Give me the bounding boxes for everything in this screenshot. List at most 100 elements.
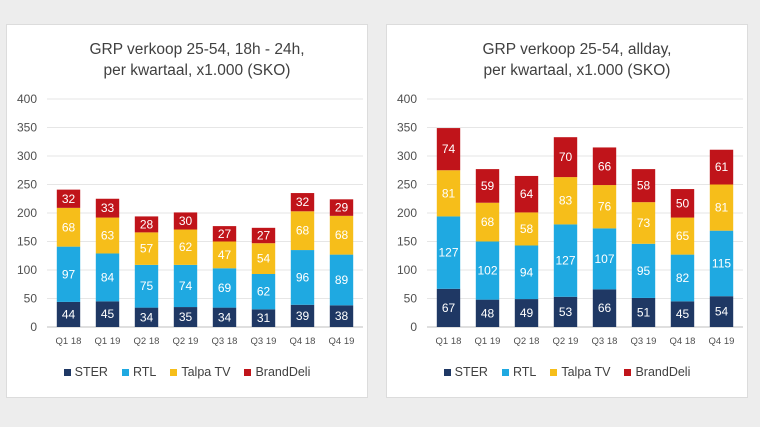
bar-segment bbox=[553, 177, 578, 225]
bar-segment bbox=[592, 228, 617, 290]
data-label: 67 bbox=[442, 301, 456, 315]
data-label: 89 bbox=[335, 273, 349, 287]
bar-segment bbox=[709, 296, 734, 327]
data-label: 115 bbox=[712, 256, 731, 270]
y-tick-label: 100 bbox=[397, 263, 417, 277]
bar-segment bbox=[56, 246, 81, 302]
data-label: 62 bbox=[257, 285, 271, 299]
x-tick-label: Q1 18 bbox=[436, 336, 462, 347]
x-tick-label: Q4 19 bbox=[329, 336, 355, 347]
bar-segment bbox=[670, 301, 695, 327]
data-label: 66 bbox=[598, 301, 612, 315]
y-tick-label: 300 bbox=[397, 149, 417, 163]
data-label: 68 bbox=[481, 215, 495, 229]
bar-segment bbox=[56, 301, 81, 327]
data-label: 61 bbox=[715, 160, 729, 174]
data-label: 81 bbox=[442, 186, 456, 200]
y-tick-label: 200 bbox=[397, 206, 417, 220]
bar-segment bbox=[95, 301, 120, 327]
data-label: 102 bbox=[477, 264, 497, 278]
bar-segment bbox=[329, 254, 354, 306]
data-label: 39 bbox=[296, 309, 310, 323]
legend-swatch bbox=[121, 368, 129, 376]
data-label: 31 bbox=[257, 311, 271, 325]
chart-title-line: GRP verkoop 25-54, allday, bbox=[482, 41, 672, 58]
data-label: 94 bbox=[520, 265, 534, 279]
x-tick-label: Q4 19 bbox=[709, 336, 735, 347]
chart-panel-left: GRP verkoop 25-54, 18h - 24h, per kwarta… bbox=[6, 24, 368, 398]
data-label: 83 bbox=[559, 194, 573, 208]
bar-segment bbox=[173, 307, 198, 327]
data-label: 54 bbox=[715, 305, 729, 319]
bar-segment bbox=[56, 189, 81, 208]
y-tick-label: 0 bbox=[410, 320, 417, 334]
x-tick-label: Q2 19 bbox=[173, 336, 199, 347]
bar-segment bbox=[514, 245, 539, 300]
chart-panel-right: GRP verkoop 25-54, allday, per kwartaal,… bbox=[386, 24, 748, 398]
chart-legend: STER RTL Talpa TV BrandDeli bbox=[7, 365, 367, 379]
data-label: 84 bbox=[101, 270, 115, 284]
data-label: 73 bbox=[637, 216, 651, 230]
bar-segment bbox=[514, 175, 539, 213]
data-label: 45 bbox=[101, 307, 115, 321]
bar-segment bbox=[436, 216, 461, 289]
data-label: 38 bbox=[335, 309, 349, 323]
data-label: 127 bbox=[555, 254, 575, 268]
data-label: 58 bbox=[520, 222, 534, 236]
legend-swatch bbox=[63, 368, 71, 376]
data-label: 70 bbox=[559, 150, 573, 164]
y-tick-label: 300 bbox=[17, 149, 37, 163]
data-label: 58 bbox=[637, 179, 651, 193]
legend-item-talpa: Talpa TV bbox=[550, 365, 610, 379]
x-tick-label: Q1 18 bbox=[56, 336, 82, 347]
data-label: 51 bbox=[637, 305, 651, 319]
bar-segment bbox=[436, 170, 461, 217]
x-tick-label: Q4 18 bbox=[290, 336, 316, 347]
chart-title: GRP verkoop 25-54, allday, per kwartaal,… bbox=[407, 39, 747, 81]
y-tick-label: 350 bbox=[397, 121, 417, 135]
bar-segment bbox=[514, 212, 539, 246]
bar-segment bbox=[329, 215, 354, 255]
data-label: 32 bbox=[296, 195, 310, 209]
bar-segment bbox=[553, 296, 578, 327]
data-label: 63 bbox=[101, 229, 115, 243]
legend-item-rtl: RTL bbox=[501, 365, 536, 379]
y-tick-label: 50 bbox=[24, 292, 38, 306]
bar-segment bbox=[436, 128, 461, 171]
bar-segment bbox=[631, 297, 656, 327]
y-tick-label: 100 bbox=[17, 263, 37, 277]
data-label: 27 bbox=[218, 227, 232, 241]
data-label: 45 bbox=[676, 307, 690, 321]
legend-swatch bbox=[501, 368, 509, 376]
data-label: 82 bbox=[676, 271, 690, 285]
y-tick-label: 150 bbox=[17, 235, 37, 249]
x-tick-label: Q2 18 bbox=[514, 336, 540, 347]
legend-label: STER bbox=[454, 365, 488, 379]
data-label: 68 bbox=[296, 224, 310, 238]
bar-segment bbox=[212, 226, 237, 242]
y-tick-label: 150 bbox=[397, 235, 417, 249]
bar-segment bbox=[251, 227, 276, 244]
bar-segment bbox=[709, 149, 734, 185]
data-label: 50 bbox=[676, 196, 690, 210]
bar-segment bbox=[173, 229, 198, 265]
bar-segment bbox=[251, 243, 276, 274]
bar-segment bbox=[212, 268, 237, 308]
bar-segment bbox=[173, 212, 198, 230]
data-label: 29 bbox=[335, 201, 349, 215]
bar-segment bbox=[251, 309, 276, 327]
data-label: 96 bbox=[296, 270, 310, 284]
data-label: 34 bbox=[218, 310, 232, 324]
data-label: 68 bbox=[62, 220, 76, 234]
bar-segment bbox=[173, 264, 198, 308]
bar-segment bbox=[475, 169, 500, 203]
data-label: 95 bbox=[637, 264, 651, 278]
bar-segment bbox=[475, 202, 500, 242]
bar-segment bbox=[475, 241, 500, 300]
chart-title-line: per kwartaal, x1.000 (SKO) bbox=[483, 62, 671, 79]
legend-item-branddeli: BrandDeli bbox=[244, 365, 310, 379]
y-tick-label: 200 bbox=[17, 206, 37, 220]
data-label: 32 bbox=[62, 192, 76, 206]
chart-legend: STER RTL Talpa TV BrandDeli bbox=[387, 365, 747, 379]
data-label: 54 bbox=[257, 252, 271, 266]
